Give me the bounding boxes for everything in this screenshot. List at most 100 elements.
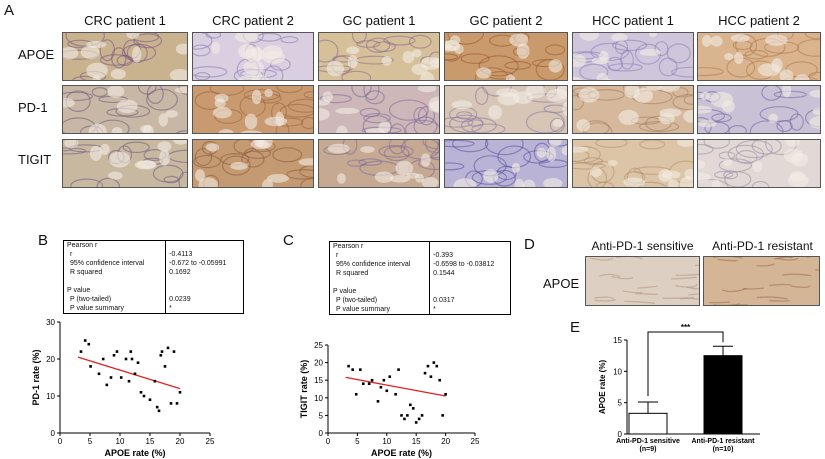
data-point bbox=[403, 417, 406, 421]
data-point bbox=[89, 365, 92, 368]
y-tick-label: 15 bbox=[613, 336, 622, 345]
ihc-image-tile bbox=[318, 85, 440, 134]
y-tick-label: 15 bbox=[314, 376, 323, 385]
data-point bbox=[376, 400, 380, 403]
ihc-image-tile bbox=[572, 85, 694, 134]
x-tick-label: 10 bbox=[382, 437, 391, 446]
x-tick-label: 5 bbox=[355, 437, 360, 446]
stats-value: 0.0239 bbox=[165, 295, 244, 304]
data-point bbox=[178, 391, 182, 394]
data-point bbox=[432, 361, 436, 364]
x-axis-label: APOE rate (%) bbox=[104, 448, 165, 458]
a-col-header: GC patient 1 bbox=[342, 13, 416, 28]
data-point bbox=[423, 371, 427, 375]
data-point bbox=[370, 378, 374, 382]
data-point bbox=[169, 402, 173, 405]
data-point bbox=[397, 368, 400, 371]
stats-label: r bbox=[70, 251, 73, 258]
data-point bbox=[382, 378, 386, 382]
category-n-label: (n=10) bbox=[713, 446, 734, 453]
stats-header: Pearson r bbox=[333, 243, 364, 250]
data-point bbox=[153, 379, 157, 383]
stats-label: R squared bbox=[336, 270, 369, 277]
a-col-header: CRC patient 1 bbox=[84, 13, 166, 28]
stats-value: -0.6598 to -0.03812 bbox=[429, 260, 511, 269]
data-point bbox=[83, 339, 87, 342]
data-point bbox=[133, 372, 137, 376]
scatter-chart-c: 0 5 10 15 20 25 0 5 10 15 20 25 APOE rate (%) TIGIT r… bbox=[299, 341, 480, 458]
ihc-image-tile bbox=[318, 32, 440, 81]
data-point bbox=[351, 368, 354, 371]
stats-value: -0.672 to -0.05991 bbox=[165, 259, 244, 268]
data-point bbox=[142, 394, 146, 398]
y-tick-label: 0 bbox=[319, 429, 324, 438]
data-point bbox=[414, 421, 418, 424]
ihc-image-tile bbox=[444, 85, 568, 134]
x-tick-label: 5 bbox=[88, 437, 93, 446]
data-point bbox=[172, 350, 176, 353]
data-point bbox=[109, 376, 113, 379]
data-point bbox=[160, 350, 164, 353]
data-point bbox=[166, 346, 170, 350]
ihc-image-tile bbox=[62, 139, 188, 188]
ihc-image-tile bbox=[697, 32, 821, 81]
data-point bbox=[119, 376, 123, 379]
a-col-header: GC patient 2 bbox=[469, 13, 543, 28]
stats-header: Pearson r bbox=[67, 242, 98, 249]
data-point bbox=[148, 398, 152, 401]
d-row-label: APOE bbox=[543, 276, 580, 291]
data-point bbox=[394, 392, 397, 396]
a-col-header: CRC patient 2 bbox=[212, 13, 294, 28]
ihc-image-tile bbox=[192, 139, 314, 188]
data-point bbox=[354, 392, 358, 396]
x-tick-label: 10 bbox=[116, 437, 125, 446]
data-point bbox=[438, 378, 442, 382]
y-tick-label: 10 bbox=[46, 392, 55, 401]
y-axis-label: APOE rate (%) bbox=[598, 360, 607, 415]
stats-label: R squared bbox=[70, 269, 103, 276]
category-label: Anti-PD-1 sensitive bbox=[616, 438, 680, 445]
data-point bbox=[359, 368, 362, 371]
data-point bbox=[385, 389, 389, 393]
a-col-header: HCC patient 1 bbox=[592, 13, 674, 28]
data-point bbox=[347, 364, 350, 368]
y-axis-label: TIGIT rate (%) bbox=[299, 360, 309, 419]
y-tick-label: 20 bbox=[46, 355, 55, 364]
y-tick-label: 5 bbox=[618, 399, 623, 408]
y-tick-label: 0 bbox=[618, 430, 623, 439]
x-tick-label: 20 bbox=[441, 437, 450, 446]
data-point bbox=[124, 357, 128, 361]
stats-value: -0.4113 bbox=[165, 250, 244, 259]
ihc-image-tile bbox=[585, 256, 700, 306]
ihc-image-tile bbox=[572, 139, 694, 188]
data-point bbox=[379, 385, 383, 389]
data-point bbox=[444, 392, 447, 396]
x-tick-label: 15 bbox=[412, 437, 421, 446]
ihc-image-tile bbox=[192, 32, 314, 81]
ihc-image-tile bbox=[697, 139, 821, 188]
data-point bbox=[420, 414, 424, 417]
bar bbox=[628, 412, 668, 435]
a-row-label: TIGIT bbox=[18, 152, 52, 167]
stats-value: 0.1692 bbox=[165, 268, 244, 277]
stats-label: P (two-tailed) bbox=[336, 297, 378, 304]
ihc-image-tile bbox=[444, 32, 568, 81]
data-point bbox=[163, 365, 167, 368]
y-tick-label: 30 bbox=[46, 318, 55, 327]
stats-value: * bbox=[429, 305, 511, 315]
stats-table-c: Pearson r r -0.393 95% confidence interva… bbox=[329, 241, 511, 315]
a-row-label: PD-1 bbox=[18, 100, 48, 115]
d-col-header-2: Anti-PD-1 resistant bbox=[712, 239, 813, 253]
data-point bbox=[388, 375, 392, 378]
y-tick-label: 20 bbox=[314, 359, 323, 368]
bar-chart-e: 0 5 10 15 APOE rate (%) Anti-PD-1 sensitive (n… bbox=[598, 323, 760, 453]
stats-value: -0.393 bbox=[429, 251, 511, 260]
ihc-image-tile bbox=[62, 32, 188, 81]
d-col-header-1: Anti-PD-1 sensitive bbox=[591, 239, 694, 253]
x-tick-label: 0 bbox=[326, 437, 331, 446]
data-point bbox=[400, 414, 403, 417]
x-tick-label: 25 bbox=[206, 437, 215, 446]
y-tick-label: 10 bbox=[613, 367, 622, 376]
data-point bbox=[426, 364, 430, 368]
data-point bbox=[129, 350, 133, 353]
